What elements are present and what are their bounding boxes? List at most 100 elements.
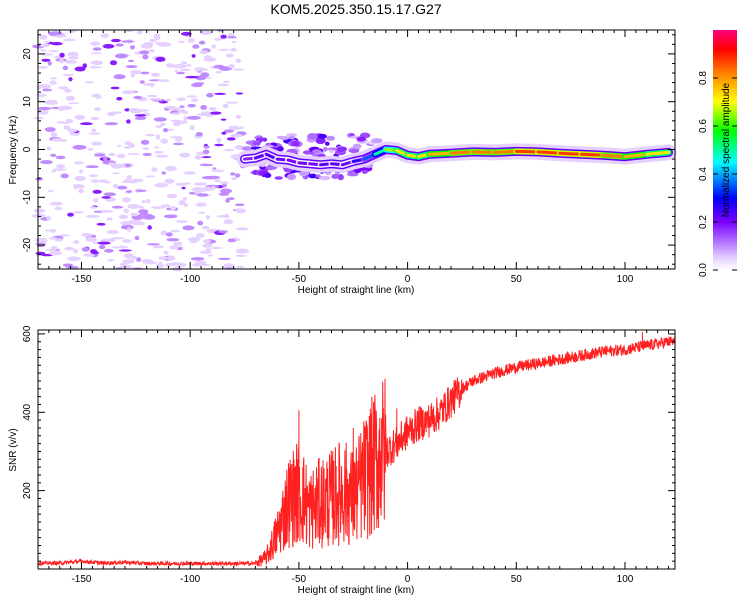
noise-blob [103,156,108,161]
noise-blob [165,106,177,109]
noise-blob [101,196,111,199]
noise-blob [47,61,52,66]
noise-blob [155,134,161,140]
figure-title: KOM5.2025.350.15.17.G27 [270,1,441,17]
noise-blob [193,182,207,186]
noise-blob [231,40,237,44]
noise-blob [58,58,64,64]
noise-blob [54,238,64,242]
noise-blob [127,204,141,209]
noise-blob [170,206,176,211]
noise-blob [136,257,142,262]
noise-blob [336,146,347,152]
x-tick-label: -150 [71,574,91,585]
noise-blob [222,183,227,188]
noise-blob [195,132,203,137]
noise-blob [115,43,124,47]
noise-blob [126,227,132,232]
noise-blob [44,99,59,105]
noise-blob [54,55,61,59]
noise-blob [42,88,52,92]
noise-blob [190,257,205,261]
noise-blob [166,238,180,242]
noise-blob [94,153,106,157]
noise-blob [239,126,244,129]
noise-blob [203,55,212,59]
noise-blob [72,211,85,214]
noise-blob [235,173,240,178]
noise-blob [147,225,152,230]
noise-blob [49,250,62,256]
noise-blob [67,256,81,262]
noise-blob [218,257,231,261]
x-tick-label: -150 [71,274,91,285]
noise-blob [153,117,167,122]
noise-blob [81,247,89,252]
noise-blob [110,86,120,90]
noise-blob [230,172,236,176]
noise-blob [286,133,297,138]
noise-blob [187,237,201,242]
noise-blob [83,253,95,257]
x-tick-label: 100 [617,574,634,585]
noise-blob [115,53,128,59]
noise-blob [200,111,212,114]
y-tick-label: 0 [22,146,33,152]
y-tick-label: 200 [22,482,33,499]
noise-blob [126,174,132,181]
noise-blob [64,88,72,93]
noise-blob [286,173,297,181]
noise-blob [123,208,129,214]
noise-blob [160,138,169,144]
noise-blob [53,35,67,38]
noise-blob [352,143,362,150]
noise-blob [161,171,166,175]
noise-blob [214,179,222,183]
noise-blob [142,54,149,60]
noise-blob [50,77,58,80]
noise-blob [289,135,295,140]
noise-blob [63,125,71,130]
noise-blob [121,90,136,94]
noise-blob [107,259,115,262]
colorbar-tick-label: 0.4 [698,167,709,181]
noise-blob [126,153,141,155]
noise-blob [176,97,186,101]
snr-y-axis-label: SNR (v/v) [8,428,19,471]
y-tick-label: 10 [22,96,33,108]
noise-blob [172,63,187,69]
noise-blob [225,53,234,58]
noise-blob [85,236,97,242]
noise-blob [356,136,367,142]
noise-blob [220,188,233,194]
noise-blob [85,214,100,218]
noise-blob [176,71,185,75]
noise-blob [213,64,225,69]
noise-blob [49,201,64,206]
noise-blob [234,203,245,207]
noise-blob [211,44,217,49]
track-core [558,151,583,156]
noise-blob [130,256,138,260]
noise-blob [56,121,65,124]
noise-blob [48,50,59,52]
noise-blob [50,153,57,157]
noise-blob [203,239,211,244]
noise-blob [179,105,185,108]
track-core [536,150,562,155]
noise-blob [35,237,48,243]
noise-blob [63,247,75,250]
noise-blob [106,230,119,234]
noise-blob [104,248,114,253]
track-core [623,152,649,159]
noise-blob [227,238,237,243]
noise-blob [157,261,163,264]
noise-blob [183,171,196,175]
noise-blob [38,66,49,69]
noise-blob [109,111,122,114]
noise-blob [58,105,72,111]
noise-blob [141,200,146,204]
noise-blob [126,190,133,193]
noise-blob [73,161,84,165]
snr-panel: -150 -100 -50 0 50 100 200 400 600 Height of st… [8,325,676,596]
